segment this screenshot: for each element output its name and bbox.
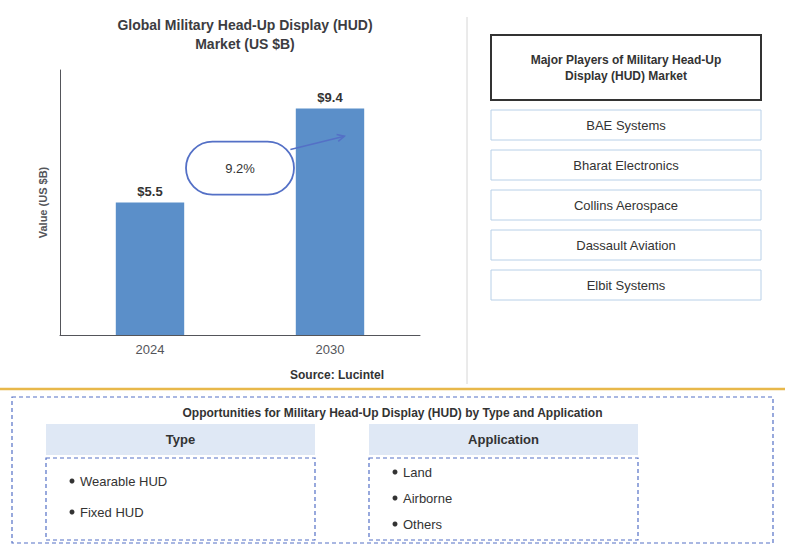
svg-text:Display (HUD) Market: Display (HUD) Market (565, 69, 687, 83)
svg-text:Bharat Electronics: Bharat Electronics (573, 158, 679, 173)
svg-text:$9.4: $9.4 (317, 90, 343, 105)
svg-text:Type: Type (166, 432, 195, 447)
svg-text:Dassault Aviation: Dassault Aviation (576, 238, 676, 253)
svg-text:9.2%: 9.2% (225, 161, 255, 176)
svg-text:Global Military Head-Up Displa: Global Military Head-Up Display (HUD) (117, 17, 372, 33)
svg-text:Value (US $B): Value (US $B) (37, 166, 49, 238)
svg-text:Major Players of Military Head: Major Players of Military Head-Up (531, 53, 722, 67)
svg-text:Application: Application (468, 432, 539, 447)
svg-text:Opportunities for Military Hea: Opportunities for Military Head-Up Displ… (182, 406, 602, 420)
svg-text:Collins Aerospace: Collins Aerospace (574, 198, 678, 213)
svg-text:Land: Land (403, 465, 432, 480)
svg-text:BAE Systems: BAE Systems (586, 118, 666, 133)
svg-text:Airborne: Airborne (403, 491, 452, 506)
svg-text:Fixed HUD: Fixed HUD (80, 505, 144, 520)
svg-text:Elbit Systems: Elbit Systems (587, 278, 666, 293)
svg-text:Market (US $B): Market (US $B) (195, 36, 295, 52)
svg-text:$5.5: $5.5 (137, 184, 162, 199)
svg-text:Wearable HUD: Wearable HUD (80, 474, 167, 489)
svg-text:2030: 2030 (316, 342, 345, 357)
svg-text:2024: 2024 (136, 342, 165, 357)
svg-text:Source: Lucintel: Source: Lucintel (290, 368, 384, 382)
svg-text:Others: Others (403, 517, 443, 532)
